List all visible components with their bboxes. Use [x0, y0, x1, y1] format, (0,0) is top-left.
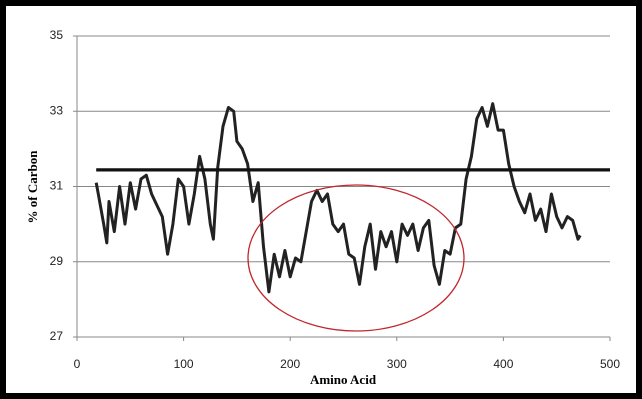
x-tick-label: 300 [387, 357, 407, 371]
x-tick-label: 200 [280, 357, 300, 371]
y-axis-title: % of Carbon [25, 150, 40, 224]
y-tick-label: 27 [50, 329, 64, 343]
highlight-ellipse [247, 184, 465, 332]
x-tick-label: 0 [74, 357, 81, 371]
x-tick-label: 100 [174, 357, 194, 371]
y-tick-label: 33 [50, 103, 64, 117]
data-line [94, 102, 582, 294]
x-tick-label: 500 [600, 357, 620, 371]
plot-area: 27 29 31 33 35 0 100 200 300 400 500 [50, 28, 621, 371]
y-tick-label: 31 [50, 179, 64, 193]
y-tick-label: 29 [50, 254, 64, 268]
y-tick-label: 35 [50, 28, 64, 42]
x-tick-label: 400 [493, 357, 513, 371]
x-axis-title: Amino Acid [310, 372, 377, 387]
